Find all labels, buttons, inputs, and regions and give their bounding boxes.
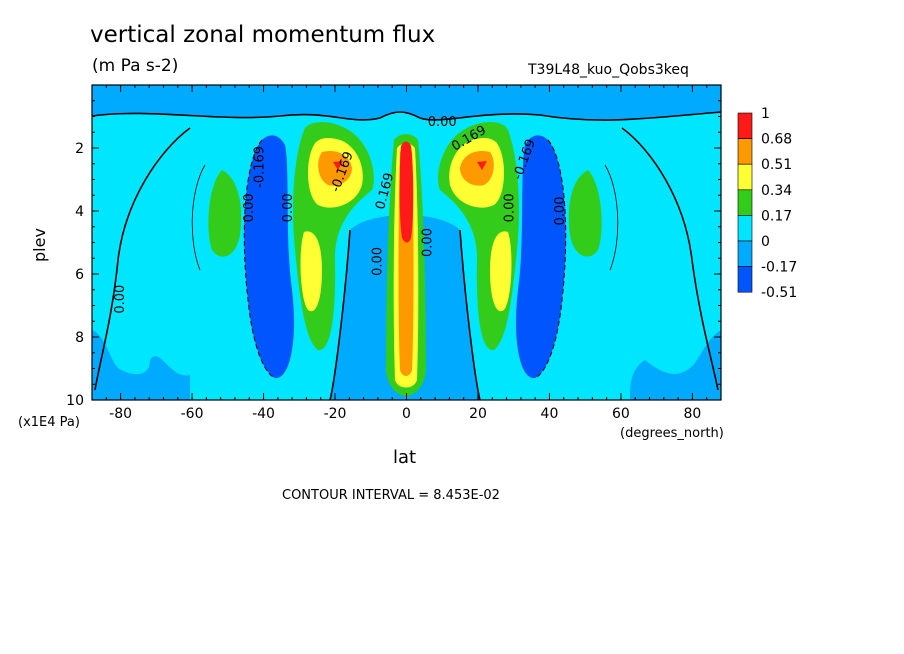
legend-label: -0.17 bbox=[761, 260, 797, 276]
zero-line-left bbox=[94, 127, 191, 391]
x-tick-label: -40 bbox=[252, 406, 275, 422]
field-right-red bbox=[477, 161, 487, 170]
x-tick-label: 80 bbox=[683, 406, 701, 422]
zero-line-center bbox=[329, 229, 481, 400]
field-left-green bbox=[208, 170, 242, 257]
dashed-line-left bbox=[243, 139, 276, 379]
y-tick-label: 2 bbox=[75, 141, 84, 157]
contour-label: -0.169 bbox=[253, 146, 268, 188]
field-right-low bbox=[630, 330, 721, 400]
legend-label: -0.51 bbox=[761, 285, 797, 301]
field-right-green bbox=[568, 170, 602, 257]
contour-label: 0.00 bbox=[370, 247, 385, 276]
x-tick-label: 0 bbox=[402, 406, 411, 422]
legend-swatch bbox=[737, 163, 753, 191]
x-tick-label: 20 bbox=[469, 406, 487, 422]
chart-title: vertical zonal momentum flux bbox=[90, 22, 436, 48]
thin-line-right bbox=[604, 164, 619, 271]
legend-swatch bbox=[737, 112, 753, 139]
field-right-yellow-low bbox=[490, 231, 512, 312]
field-left-yellow-low bbox=[300, 231, 322, 312]
y-tick-label: 10 bbox=[66, 393, 84, 409]
field-left-red bbox=[333, 161, 343, 170]
legend: 1 0.68 0.51 0.34 0.17 0 -0.17 -0.51 bbox=[737, 106, 797, 301]
contour-label: 0.00 bbox=[553, 197, 568, 226]
legend-swatch bbox=[737, 266, 753, 293]
chart-units: (m Pa s-2) bbox=[92, 56, 179, 76]
x-axis-label: lat bbox=[393, 447, 417, 468]
y-tick-label: 6 bbox=[75, 267, 84, 283]
field-right-orange bbox=[460, 150, 494, 186]
y-axis-units: (x1E4 Pa) bbox=[18, 415, 80, 430]
contour-label: 0.00 bbox=[281, 193, 296, 222]
contour-fill bbox=[92, 85, 721, 400]
dashed-line-right bbox=[534, 139, 567, 379]
zero-line-right bbox=[621, 127, 719, 391]
x-tick-label: -60 bbox=[181, 406, 204, 422]
field-left-orange bbox=[318, 150, 352, 186]
x-axis-units: (degrees_north) bbox=[620, 426, 724, 441]
field-top-band bbox=[92, 85, 721, 121]
y-tick-label: 8 bbox=[75, 330, 84, 346]
legend-label: 0.68 bbox=[761, 132, 792, 148]
legend-swatch bbox=[737, 215, 753, 242]
contour-interval: CONTOUR INTERVAL = 8.453E-02 bbox=[282, 488, 500, 503]
zero-line-top bbox=[92, 111, 721, 121]
legend-label: 1 bbox=[761, 106, 770, 122]
contour-label: 0.00 bbox=[503, 193, 518, 222]
legend-label: 0.34 bbox=[761, 183, 792, 199]
run-id: T39L48_kuo_Qobs3keq bbox=[528, 62, 689, 78]
x-tick-label: -20 bbox=[324, 406, 347, 422]
legend-label: 0 bbox=[761, 234, 770, 250]
legend-label: 0.51 bbox=[761, 157, 792, 173]
legend-swatch bbox=[737, 189, 753, 216]
legend-swatch bbox=[737, 138, 753, 165]
contour-label: 0.00 bbox=[428, 115, 457, 130]
x-tick-label: 40 bbox=[541, 406, 559, 422]
axis-ticks: -80 -60 -40 -20 0 20 40 60 80 2 4 6 8 10 bbox=[66, 85, 722, 422]
legend-swatch bbox=[737, 240, 753, 267]
legend-label: 0.17 bbox=[761, 208, 792, 224]
contour-lines bbox=[92, 111, 721, 400]
field-left-lobe bbox=[244, 135, 295, 379]
thin-line-left bbox=[191, 164, 206, 271]
contour-label: 0.00 bbox=[421, 228, 436, 257]
field-center-red bbox=[399, 141, 414, 243]
contour-label: 0.00 bbox=[242, 193, 257, 222]
y-tick-label: 4 bbox=[75, 204, 84, 220]
x-tick-label: 60 bbox=[612, 406, 630, 422]
x-tick-label: -80 bbox=[109, 406, 132, 422]
contour-label: 0.00 bbox=[113, 285, 128, 314]
field-left-low bbox=[92, 330, 190, 400]
field-right-lobe bbox=[515, 135, 566, 379]
